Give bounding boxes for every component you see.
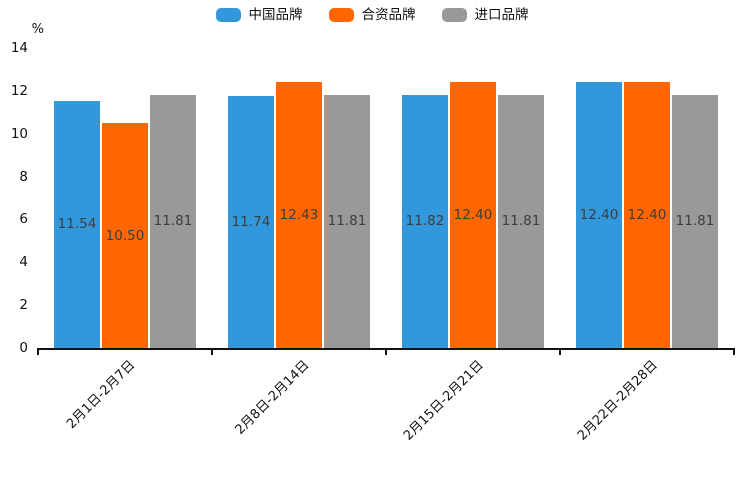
bar-value-label: 11.82 bbox=[405, 213, 445, 230]
y-tick-label: 0 bbox=[19, 340, 28, 356]
y-tick-label: 14 bbox=[10, 40, 28, 56]
legend: 中国品牌 合资品牌 进口品牌 bbox=[0, 6, 744, 24]
x-axis-tick bbox=[37, 350, 39, 355]
bar-value-label: 11.81 bbox=[501, 213, 541, 230]
bar-value-label: 11.81 bbox=[675, 213, 715, 230]
bar-中国品牌-2月8日-2月14日 bbox=[228, 96, 274, 348]
legend-label: 合资品牌 bbox=[361, 7, 416, 23]
x-tick-label: 2月8日-2月14日 bbox=[232, 357, 313, 438]
bar-value-label: 12.43 bbox=[279, 206, 319, 223]
bar-进口品牌-2月1日-2月7日 bbox=[150, 94, 196, 348]
x-axis-tick bbox=[211, 350, 213, 355]
legend-swatch-icon bbox=[215, 8, 241, 22]
legend-label: 进口品牌 bbox=[474, 7, 529, 23]
bar-value-label: 11.54 bbox=[57, 216, 97, 233]
bar-value-label: 12.40 bbox=[579, 207, 619, 224]
y-tick-label: 4 bbox=[19, 254, 28, 271]
bar-中国品牌-2月22日-2月28日 bbox=[576, 82, 622, 348]
y-tick-label: 12 bbox=[10, 82, 28, 99]
bar-进口品牌-2月8日-2月14日 bbox=[324, 94, 370, 348]
legend-item-进口品牌[interactable]: 进口品牌 bbox=[441, 6, 529, 24]
x-tick-label: 2月1日-2月7日 bbox=[64, 357, 139, 432]
bar-合资品牌-2月22日-2月28日 bbox=[624, 82, 670, 348]
legend-swatch-icon bbox=[441, 8, 467, 22]
bar-value-label: 12.40 bbox=[627, 207, 667, 224]
x-axis-tick bbox=[385, 350, 387, 355]
x-tick-label: 2月15日-2月21日 bbox=[400, 357, 487, 444]
x-axis-line bbox=[37, 348, 735, 350]
bar-value-label: 10.50 bbox=[105, 227, 145, 244]
y-axis-unit-label: % bbox=[31, 22, 44, 37]
x-tick-label: 2月22日-2月28日 bbox=[574, 357, 661, 444]
y-tick-label: 10 bbox=[10, 125, 28, 142]
legend-label: 中国品牌 bbox=[248, 7, 303, 23]
legend-swatch-icon bbox=[328, 8, 354, 22]
bar-value-label: 11.81 bbox=[327, 213, 367, 230]
bar-进口品牌-2月15日-2月21日 bbox=[498, 94, 544, 348]
bar-合资品牌-2月15日-2月21日 bbox=[450, 82, 496, 348]
bar-中国品牌-2月1日-2月7日 bbox=[54, 100, 100, 348]
legend-item-合资品牌[interactable]: 合资品牌 bbox=[328, 6, 416, 24]
x-axis-tick bbox=[559, 350, 561, 355]
bar-中国品牌-2月15日-2月21日 bbox=[402, 94, 448, 348]
bar-进口品牌-2月22日-2月28日 bbox=[672, 94, 718, 348]
y-tick-label: 6 bbox=[19, 211, 28, 228]
bar-value-label: 11.81 bbox=[153, 213, 193, 230]
bar-value-label: 12.40 bbox=[453, 207, 493, 224]
legend-item-中国品牌[interactable]: 中国品牌 bbox=[215, 6, 303, 24]
bar-合资品牌-2月1日-2月7日 bbox=[102, 123, 148, 348]
y-tick-label: 2 bbox=[19, 297, 28, 314]
bar-合资品牌-2月8日-2月14日 bbox=[276, 81, 322, 348]
bar-value-label: 11.74 bbox=[231, 214, 271, 231]
x-axis-tick bbox=[733, 350, 735, 355]
y-tick-label: 8 bbox=[19, 168, 28, 185]
